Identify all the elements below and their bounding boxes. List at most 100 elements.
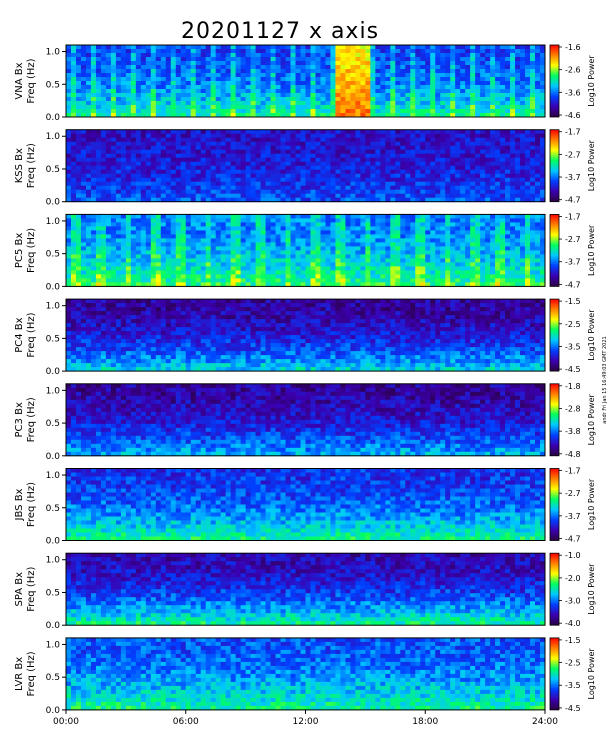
panel-station-label: PC3 Bx — [14, 402, 25, 437]
colorbar-tick-label: -1.0 — [565, 551, 581, 560]
panel-station-label: SPA Bx — [14, 572, 25, 607]
panel-freq-label: Freq (Hz) — [26, 143, 37, 188]
y-tick-label: 1.0 — [46, 302, 61, 312]
y-tick-label: 1.0 — [46, 48, 61, 58]
spectrogram-heatmap — [66, 299, 545, 371]
panel-freq-label: Freq (Hz) — [26, 58, 37, 103]
y-tick-label: 1.0 — [46, 217, 61, 227]
colorbar-label: Log10 Power — [587, 393, 596, 445]
colorbar-tick-label: -1.5 — [565, 297, 581, 306]
colorbar-tick-label: -4.7 — [565, 535, 581, 544]
colorbar-tick-label: -3.5 — [565, 681, 581, 690]
colorbar-tick-label: -1.8 — [565, 382, 581, 391]
colorbar-tick-label: -2.0 — [565, 574, 581, 583]
colorbar-tick-label: -4.8 — [565, 450, 581, 459]
panel-freq-label: Freq (Hz) — [26, 482, 37, 527]
panel-station-label: VNA Bx — [14, 62, 25, 99]
x-tick-label: 06:00 — [173, 717, 199, 727]
colorbar-label: Log10 Power — [587, 648, 596, 700]
spectrogram-heatmap — [66, 384, 545, 456]
time-axis: 00:00 06:00 12:00 18:00 24:00 — [53, 710, 558, 727]
colorbar-tick-label: -4.5 — [565, 704, 581, 713]
spectrogram-heatmap — [66, 45, 545, 117]
colorbar-tick-label: -4.7 — [565, 196, 581, 205]
panel-freq-label: Freq (Hz) — [26, 567, 37, 612]
colorbar-tick-label: -1.7 — [565, 128, 581, 137]
colorbar-tick-label: -1.7 — [565, 467, 581, 476]
colorbar-tick-label: -4.0 — [565, 619, 581, 628]
colorbar-tick-label: -2.5 — [565, 320, 581, 329]
colorbar — [550, 45, 559, 117]
panel-station-label: PC4 Bx — [14, 317, 25, 352]
colorbar — [550, 214, 559, 286]
spectrogram-figure: 20201127 x axis 0.00.51.0VNA Bx Freq (Hz)… — [0, 0, 612, 756]
y-tick-label: 0.0 — [46, 113, 61, 123]
colorbar-label: Log10 Power — [587, 139, 596, 191]
y-tick-label: 0.5 — [46, 80, 60, 90]
colorbar-tick-label: -1.5 — [565, 636, 581, 645]
colorbar — [550, 553, 559, 625]
panel-freq-label: Freq (Hz) — [26, 651, 37, 696]
panel-spa-bx: 0.0 0.5 1.0 SPA Bx Freq (Hz) -1.0 -2.0 -3.0 -4.0… — [14, 551, 596, 631]
figure-title: 20201127 x axis — [181, 19, 379, 44]
y-tick-label: 0.0 — [46, 537, 61, 547]
colorbar-tick-label: -3.7 — [565, 258, 581, 267]
colorbar — [550, 130, 559, 202]
colorbar-tick-label: -2.5 — [565, 659, 581, 668]
y-tick-label: 1.0 — [46, 556, 61, 566]
colorbar-label: Log10 Power — [587, 224, 596, 276]
colorbar-label: Log10 Power — [587, 309, 596, 361]
y-tick-label: 1.0 — [46, 471, 61, 481]
panel-station-label: KSS Bx — [14, 148, 25, 183]
y-tick-label: 1.0 — [46, 640, 61, 650]
spectrogram-heatmap — [66, 553, 545, 625]
y-tick-label: 0.0 — [46, 621, 61, 631]
y-tick-label: 0.5 — [46, 165, 60, 175]
y-tick-label: 0.0 — [46, 706, 61, 716]
x-tick-label: 12:00 — [293, 717, 319, 727]
colorbar — [550, 299, 559, 371]
y-tick-label: 0.0 — [46, 282, 61, 292]
colorbar-label: Log10 Power — [587, 563, 596, 615]
colorbar-tick-label: -2.7 — [565, 489, 581, 498]
x-tick-label: 24:00 — [532, 717, 558, 727]
y-tick-label: 1.0 — [46, 386, 61, 396]
y-tick-label: 0.5 — [46, 504, 60, 514]
colorbar-tick-label: -2.6 — [565, 66, 581, 75]
colorbar-tick-label: -3.0 — [565, 597, 581, 606]
y-tick-label: 0.0 — [46, 452, 61, 462]
colorbar-tick-label: -3.5 — [565, 342, 581, 351]
creation-stamp: andr Fri Jan 15 16:49:03 GMT 2021 — [602, 336, 608, 423]
spectrogram-heatmap — [66, 469, 545, 541]
panel-station-label: JBS Bx — [14, 488, 25, 521]
y-tick-label: 0.5 — [46, 673, 60, 683]
colorbar-tick-label: -1.6 — [565, 43, 581, 52]
spectrogram-heatmap — [66, 214, 545, 286]
colorbar-tick-label: -4.7 — [565, 280, 581, 289]
panel-station-label: PC5 Bx — [14, 233, 25, 268]
spectrogram-heatmap — [66, 638, 545, 710]
colorbar-tick-label: -2.8 — [565, 404, 581, 413]
colorbar-tick-label: -2.7 — [565, 150, 581, 159]
x-tick-label: 18:00 — [412, 717, 438, 727]
x-tick-label: 00:00 — [53, 717, 79, 727]
y-tick-label: 0.5 — [46, 334, 60, 344]
panel-station-label: LVR Bx — [14, 657, 25, 691]
panel-vna-bx: 0.0 0.5 1.0 VNA Bx Freq (Hz) -1.6 -2.6 -3.6 -4.6… — [14, 43, 596, 123]
y-tick-label: 0.5 — [46, 419, 60, 429]
colorbar — [550, 384, 559, 456]
colorbar-tick-label: -4.6 — [565, 111, 581, 120]
colorbar-tick-label: -3.6 — [565, 88, 581, 97]
y-tick-label: 0.0 — [46, 367, 61, 377]
y-tick-label: 0.5 — [46, 250, 60, 260]
y-tick-label: 0.5 — [46, 588, 60, 598]
colorbar-tick-label: -4.5 — [565, 365, 581, 374]
colorbar-label: Log10 Power — [587, 478, 596, 530]
y-tick-label: 1.0 — [46, 132, 61, 142]
